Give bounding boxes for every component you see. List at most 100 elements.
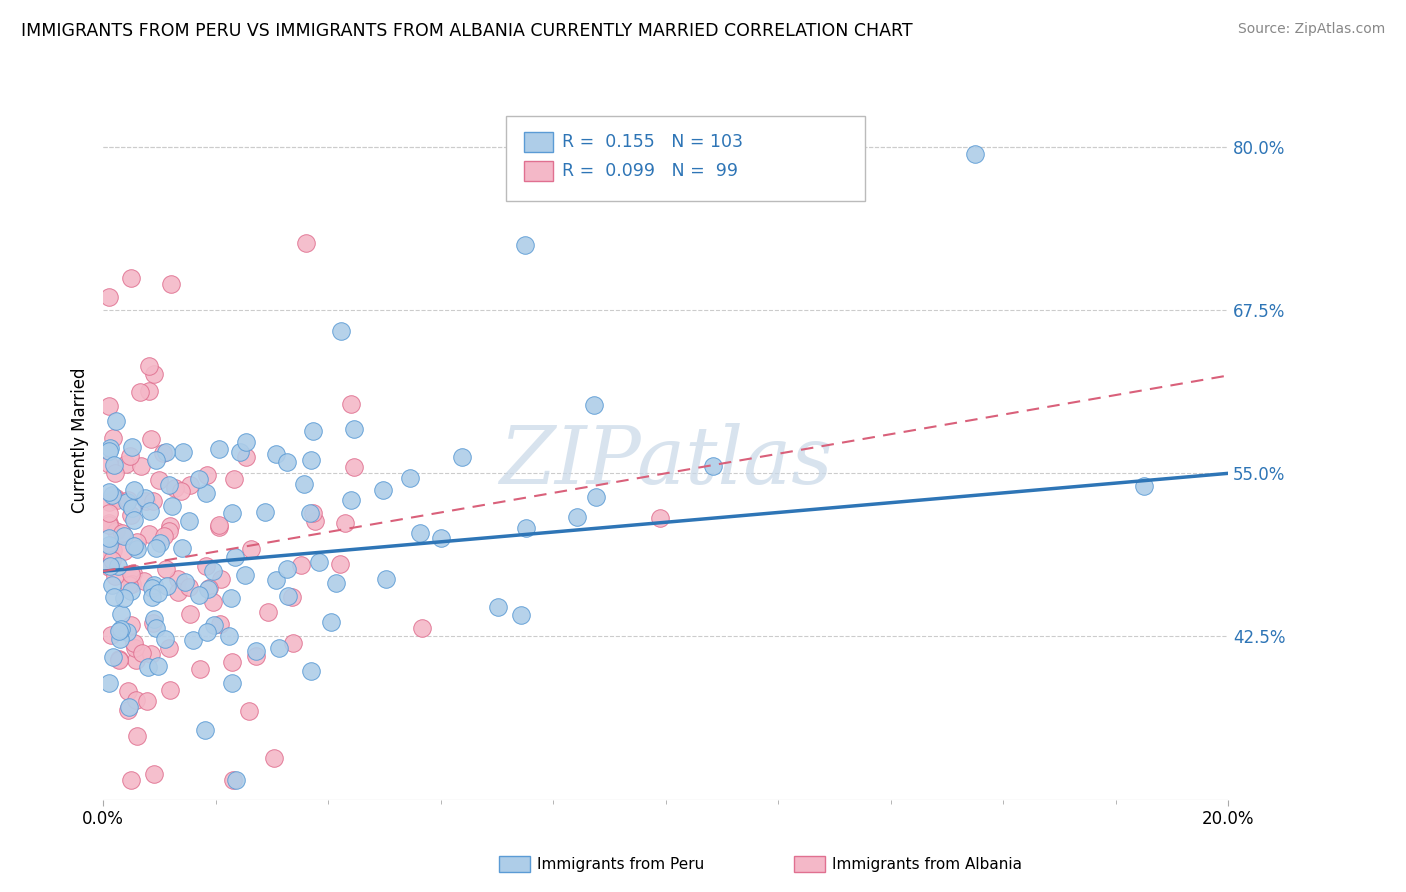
Immigrants from Peru [107, 558, 129, 573]
Immigrants from Peru [277, 589, 299, 603]
Immigrants from Albania [335, 516, 357, 531]
Immigrants from Peru [583, 398, 606, 412]
Immigrants from Peru [963, 146, 986, 161]
Immigrants from Albania [120, 270, 142, 285]
Immigrants from Peru [450, 450, 472, 465]
Immigrants from Albania [139, 648, 162, 662]
Immigrants from Peru [177, 514, 200, 528]
Immigrants from Albania [221, 655, 243, 669]
Immigrants from Albania [115, 457, 138, 471]
Immigrants from Albania [209, 617, 232, 632]
Immigrants from Albania [108, 651, 131, 665]
Immigrants from Peru [122, 483, 145, 498]
Immigrants from Albania [97, 545, 120, 559]
Immigrants from Peru [145, 541, 167, 555]
Immigrants from Albania [177, 580, 200, 594]
Immigrants from Albania [163, 481, 186, 495]
Immigrants from Peru [267, 640, 290, 655]
Immigrants from Peru [188, 588, 211, 602]
Immigrants from Peru [114, 591, 136, 606]
Immigrants from Albania [125, 653, 148, 667]
Immigrants from Peru [308, 555, 330, 569]
Immigrants from Peru [299, 453, 322, 467]
Immigrants from Albania [124, 636, 146, 650]
Immigrants from Peru [371, 483, 394, 498]
Immigrants from Peru [202, 564, 225, 578]
Immigrants from Peru [245, 644, 267, 658]
Immigrants from Peru [115, 495, 138, 509]
Text: R =  0.155   N = 103: R = 0.155 N = 103 [562, 133, 744, 151]
Text: R =  0.099   N =  99: R = 0.099 N = 99 [562, 162, 738, 180]
Text: ZIPatlas: ZIPatlas [499, 424, 832, 501]
Immigrants from Albania [256, 606, 278, 620]
Immigrants from Albania [343, 459, 366, 474]
Immigrants from Albania [97, 560, 120, 574]
Immigrants from Peru [110, 623, 132, 637]
Immigrants from Peru [148, 658, 170, 673]
Immigrants from Peru [110, 632, 132, 647]
Immigrants from Albania [239, 541, 262, 556]
Immigrants from Albania [97, 399, 120, 413]
Immigrants from Peru [319, 615, 342, 630]
Immigrants from Peru [195, 624, 218, 639]
Immigrants from Peru [375, 572, 398, 586]
Immigrants from Peru [486, 600, 509, 615]
Immigrants from Peru [170, 541, 193, 555]
Immigrants from Peru [513, 238, 536, 252]
Immigrants from Albania [209, 572, 232, 586]
Immigrants from Peru [143, 612, 166, 626]
Immigrants from Peru [264, 573, 287, 587]
Immigrants from Peru [254, 506, 277, 520]
Immigrants from Albania [167, 572, 190, 586]
Immigrants from Albania [105, 524, 128, 539]
Immigrants from Albania [138, 384, 160, 398]
Immigrants from Albania [152, 446, 174, 460]
Immigrants from Albania [135, 694, 157, 708]
Immigrants from Peru [172, 445, 194, 459]
Immigrants from Peru [108, 624, 131, 639]
Immigrants from Peru [148, 586, 170, 600]
Immigrants from Peru [156, 579, 179, 593]
Immigrants from Peru [105, 414, 128, 428]
Immigrants from Peru [145, 453, 167, 467]
Immigrants from Peru [115, 625, 138, 640]
Immigrants from Albania [101, 542, 124, 557]
Immigrants from Albania [120, 449, 142, 463]
Immigrants from Peru [97, 444, 120, 458]
Immigrants from Albania [131, 459, 153, 474]
Immigrants from Peru [103, 458, 125, 473]
Immigrants from Albania [238, 704, 260, 718]
Immigrants from Peru [141, 581, 163, 595]
Immigrants from Peru [235, 435, 257, 450]
Immigrants from Albania [141, 432, 163, 446]
Immigrants from Albania [281, 590, 304, 604]
Immigrants from Albania [159, 277, 181, 292]
Immigrants from Albania [97, 516, 120, 530]
Immigrants from Peru [145, 621, 167, 635]
Immigrants from Peru [112, 529, 135, 543]
Immigrants from Peru [149, 536, 172, 550]
Immigrants from Albania [302, 506, 325, 520]
Immigrants from Albania [120, 772, 142, 787]
Immigrants from Peru [429, 531, 451, 545]
Immigrants from Peru [276, 455, 298, 469]
Immigrants from Peru [97, 485, 120, 500]
Immigrants from Albania [125, 729, 148, 743]
Immigrants from Albania [222, 772, 245, 787]
Immigrants from Albania [97, 457, 120, 471]
Immigrants from Albania [118, 578, 141, 592]
Immigrants from Peru [221, 675, 243, 690]
Immigrants from Albania [148, 473, 170, 487]
Immigrants from Albania [120, 566, 142, 581]
Immigrants from Albania [131, 646, 153, 660]
Immigrants from Albania [329, 557, 352, 571]
Immigrants from Albania [101, 431, 124, 445]
Immigrants from Albania [105, 492, 128, 507]
Y-axis label: Currently Married: Currently Married [72, 368, 89, 514]
Immigrants from Peru [224, 550, 246, 565]
Immigrants from Albania [143, 367, 166, 381]
Immigrants from Peru [187, 472, 209, 486]
Immigrants from Peru [702, 459, 724, 474]
Immigrants from Peru [409, 525, 432, 540]
Immigrants from Albania [104, 491, 127, 506]
